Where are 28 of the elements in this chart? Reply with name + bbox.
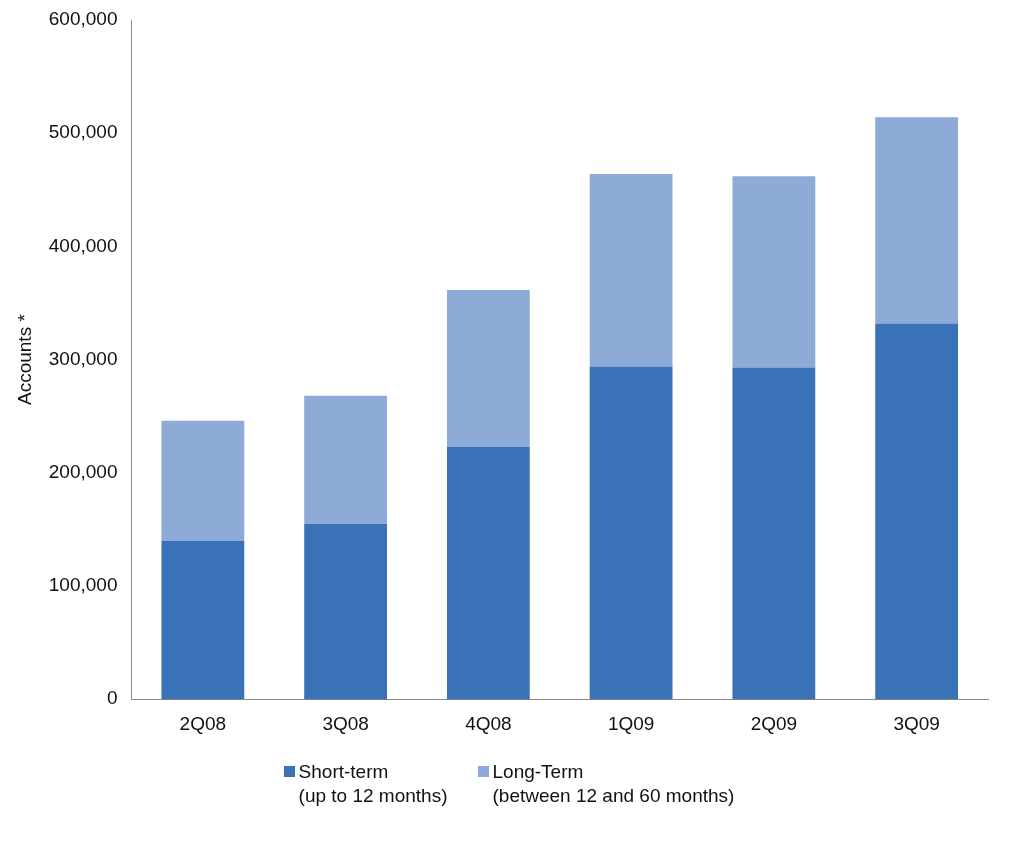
x-tick-label: 3Q08 bbox=[322, 712, 369, 734]
y-tick-label: 500,000 bbox=[48, 121, 118, 143]
y-tick-label: 300,000 bbox=[48, 347, 118, 369]
bar bbox=[732, 367, 816, 700]
bar bbox=[589, 366, 673, 700]
y-tick-label: 600,000 bbox=[48, 8, 118, 30]
bar bbox=[446, 446, 530, 700]
legend-label: Short-term (up to 12 months) bbox=[298, 760, 448, 808]
bar bbox=[304, 395, 388, 524]
x-tick-label: 2Q08 bbox=[179, 712, 227, 734]
bar bbox=[875, 117, 959, 324]
y-tick-label: 200,000 bbox=[48, 461, 118, 483]
x-tick-label: 2Q09 bbox=[750, 712, 798, 734]
y-tick-label: 400,000 bbox=[48, 234, 118, 256]
bar bbox=[589, 173, 673, 367]
y-axis-title: Accounts * bbox=[13, 313, 35, 406]
bar bbox=[161, 420, 245, 541]
bar bbox=[732, 176, 816, 368]
bar bbox=[304, 523, 388, 700]
x-tick-label: 1Q09 bbox=[607, 712, 655, 734]
legend-label: Long-Term (between 12 and 60 months) bbox=[492, 760, 735, 808]
bar bbox=[161, 540, 245, 700]
x-tick-label: 4Q08 bbox=[465, 712, 512, 734]
x-tick-label: 3Q09 bbox=[893, 712, 940, 734]
y-tick-label: 100,000 bbox=[48, 574, 118, 596]
bar bbox=[875, 323, 959, 700]
y-tick-label: 0 bbox=[106, 687, 118, 709]
bar bbox=[446, 289, 530, 447]
